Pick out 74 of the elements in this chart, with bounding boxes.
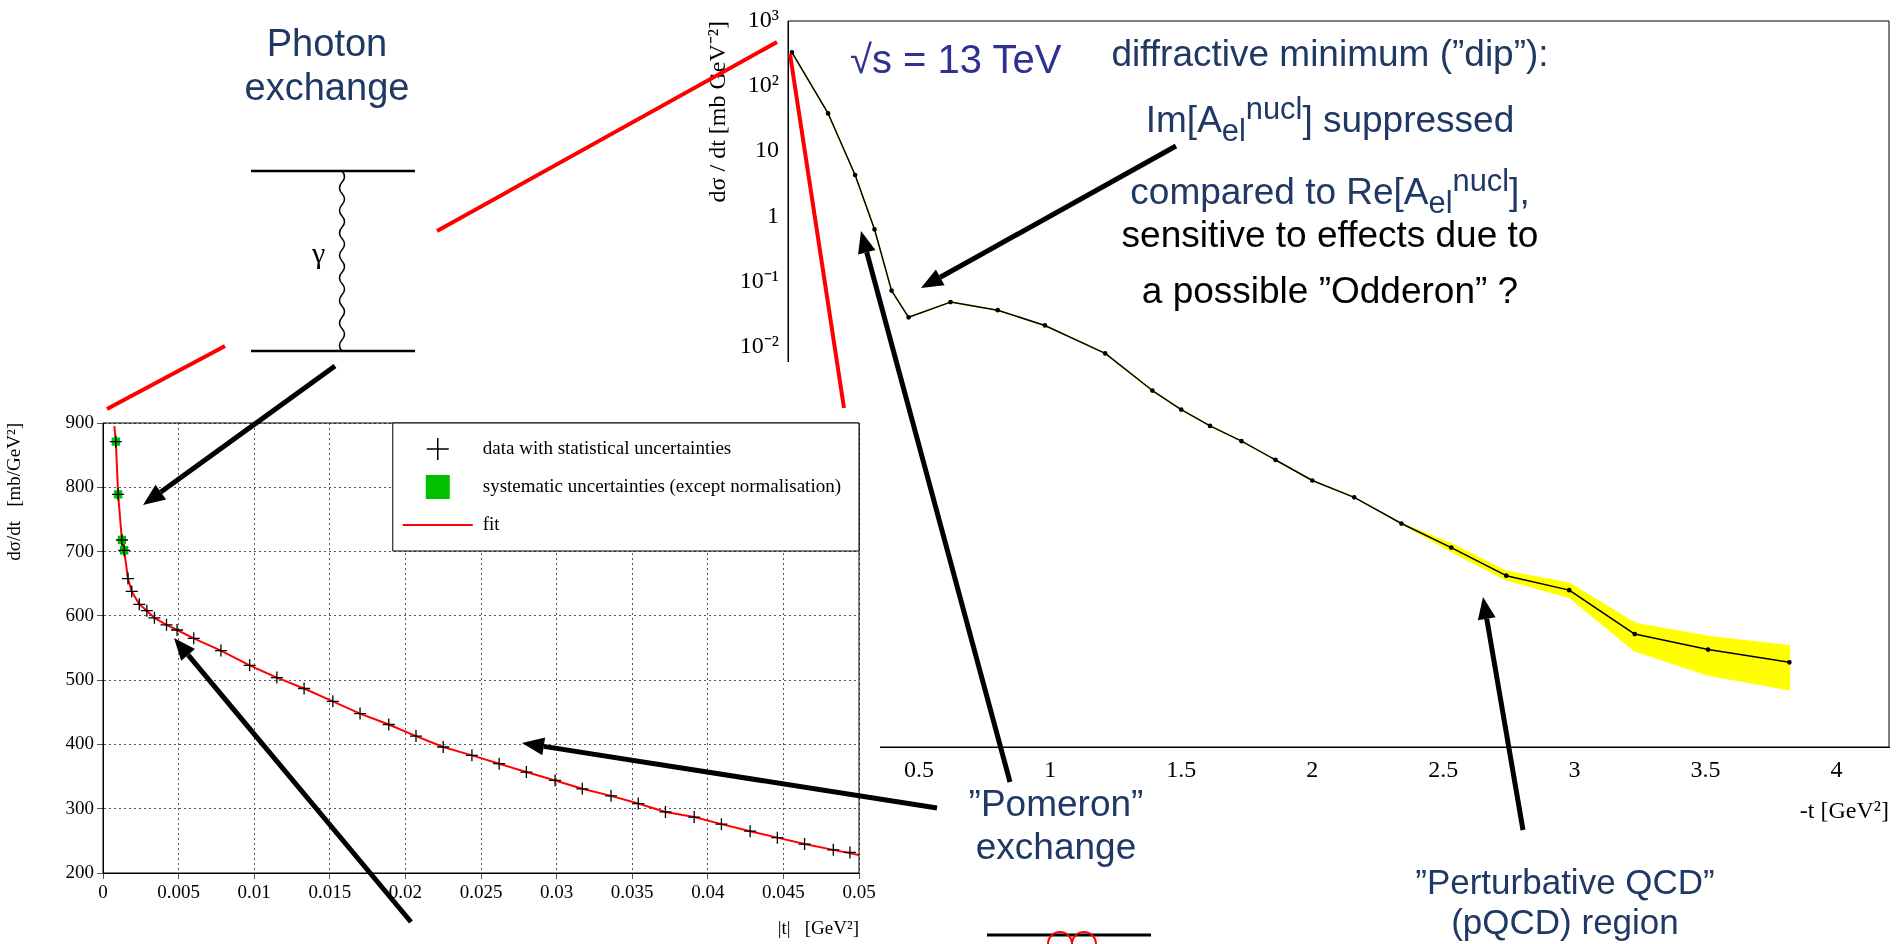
point — [843, 845, 857, 860]
y-tick-label: 400 — [65, 732, 94, 754]
y-tick-label: 200 — [65, 860, 94, 882]
legend-label: fit — [482, 512, 501, 534]
y-tick-label: 10 — [755, 136, 779, 163]
x-tick-label: 1.5 — [1166, 755, 1197, 782]
x-tick-label: 0.015 — [308, 881, 352, 903]
point — [159, 618, 174, 632]
point — [270, 670, 284, 685]
point — [187, 631, 201, 646]
x-tick-label: 2 — [1306, 755, 1319, 782]
text: ”Pomeron” exchange — [968, 783, 1144, 869]
x-tick-label: 4 — [1830, 755, 1843, 782]
x-tick-label: 0.02 — [388, 881, 423, 903]
point — [243, 658, 257, 673]
point — [125, 584, 139, 599]
point — [548, 773, 562, 788]
x-axis-title: |t| [GeV²] — [777, 916, 859, 938]
y-tick-label: 10² — [747, 71, 779, 98]
point — [353, 706, 367, 721]
text: ”Perturbative QCD” (pQCD) region — [1415, 862, 1715, 943]
point — [631, 796, 645, 811]
x-tick-label: 0.035 — [610, 881, 654, 903]
x-tick-label: 0.04 — [691, 881, 725, 903]
x-tick-label: 3.5 — [1690, 755, 1721, 782]
annotation: √s = 13 TeV — [850, 36, 1062, 82]
x-tick-label: 1 — [1044, 755, 1057, 782]
point — [297, 681, 311, 696]
y-axis-title: dσ/dt [mb/GeV²] — [3, 423, 25, 561]
y-tick-label: 800 — [65, 475, 94, 497]
point — [465, 748, 479, 763]
point — [743, 824, 757, 838]
y-axis-title: dσ / dt [mb GeV⁻²] — [703, 21, 730, 203]
x-tick-label: 2.5 — [1428, 755, 1459, 782]
point — [770, 830, 784, 845]
point — [409, 729, 423, 743]
y-tick-label: 300 — [65, 796, 94, 818]
point — [604, 789, 618, 803]
y-tick-label: 500 — [65, 668, 94, 690]
x-tick-label: 0.5 — [904, 755, 935, 782]
y-tick-label: 10⁻² — [739, 331, 779, 358]
x-tick-label: 0.03 — [539, 881, 574, 903]
x-tick-label: 0.05 — [842, 881, 876, 903]
x-tick-label: 0.045 — [762, 881, 805, 903]
x-tick-label: 0.005 — [157, 881, 200, 903]
point — [575, 782, 589, 796]
y-tick-label: 10⁻¹ — [739, 266, 779, 293]
text: Photon exchange — [244, 22, 410, 110]
point — [382, 717, 396, 732]
y-tick-label: 700 — [65, 539, 94, 561]
y-tick-label: 900 — [65, 410, 94, 432]
point — [170, 623, 184, 637]
point — [714, 817, 729, 831]
text: γ — [312, 236, 326, 271]
point — [492, 757, 506, 771]
x-tick-label: 0.025 — [459, 881, 503, 903]
point — [687, 810, 701, 824]
point — [519, 765, 534, 779]
legend-label: systematic uncertainties (except normalisation) — [482, 474, 842, 497]
y-tick-label: 10³ — [747, 6, 779, 33]
point — [326, 694, 340, 709]
point — [436, 740, 450, 754]
y-tick-label: 600 — [65, 603, 94, 625]
x-tick-label: 3 — [1568, 755, 1581, 782]
y-tick-label: 1 — [767, 201, 779, 228]
point — [658, 805, 673, 819]
point — [214, 643, 228, 658]
point — [826, 843, 840, 857]
x-tick-label: 0.01 — [237, 881, 271, 903]
point — [121, 571, 135, 586]
x-tick-label: 0 — [98, 881, 108, 903]
legend-label: data with statistical uncertainties — [482, 436, 732, 458]
x-axis-title: -t [GeV²] — [1799, 796, 1889, 823]
point — [797, 837, 812, 851]
